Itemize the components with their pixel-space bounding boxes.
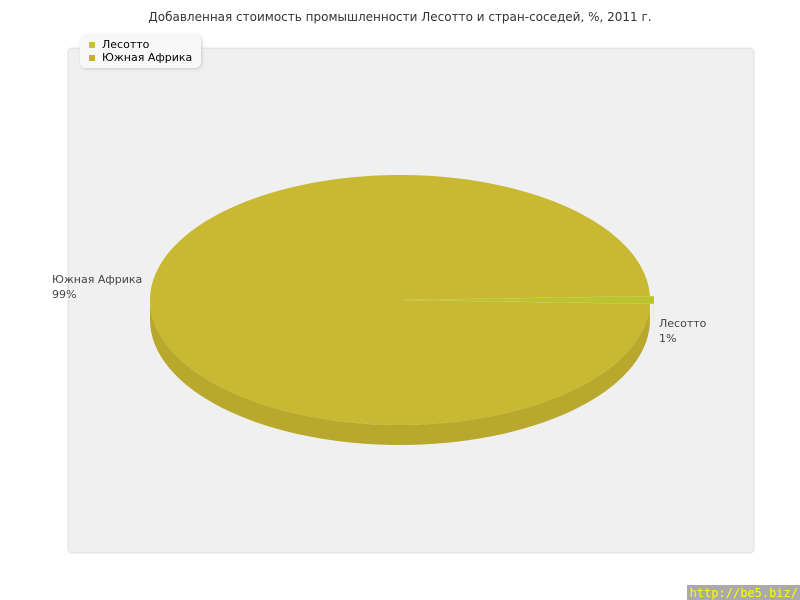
legend-swatch — [89, 54, 95, 61]
legend-item-lesotho[interactable]: Лесотто — [89, 38, 192, 51]
legend-label: Южная Африка — [102, 51, 193, 64]
legend-item-south-africa[interactable]: Южная Африка — [89, 51, 192, 64]
pie-slice-lesotho[interactable] — [404, 296, 654, 304]
legend: Лесотто Южная Африка — [80, 35, 202, 68]
label-name: Южная Африка — [52, 273, 143, 286]
chart-title: Добавленная стоимость промышленности Лес… — [148, 10, 652, 24]
label-name: Лесотто — [659, 317, 707, 330]
label-value: 1% — [659, 332, 677, 345]
legend-label: Лесотто — [102, 38, 150, 51]
pie-slice-south-africa[interactable] — [150, 175, 650, 426]
legend-swatch — [89, 41, 95, 48]
watermark-link[interactable]: http://be5.biz/ — [686, 585, 800, 600]
label-value: 99% — [52, 288, 77, 301]
pie-side-1 — [150, 300, 650, 446]
data-label-south-africa: Южная Африка 99% — [52, 272, 142, 302]
data-label-lesotho: Лесотто 1% — [659, 316, 706, 346]
